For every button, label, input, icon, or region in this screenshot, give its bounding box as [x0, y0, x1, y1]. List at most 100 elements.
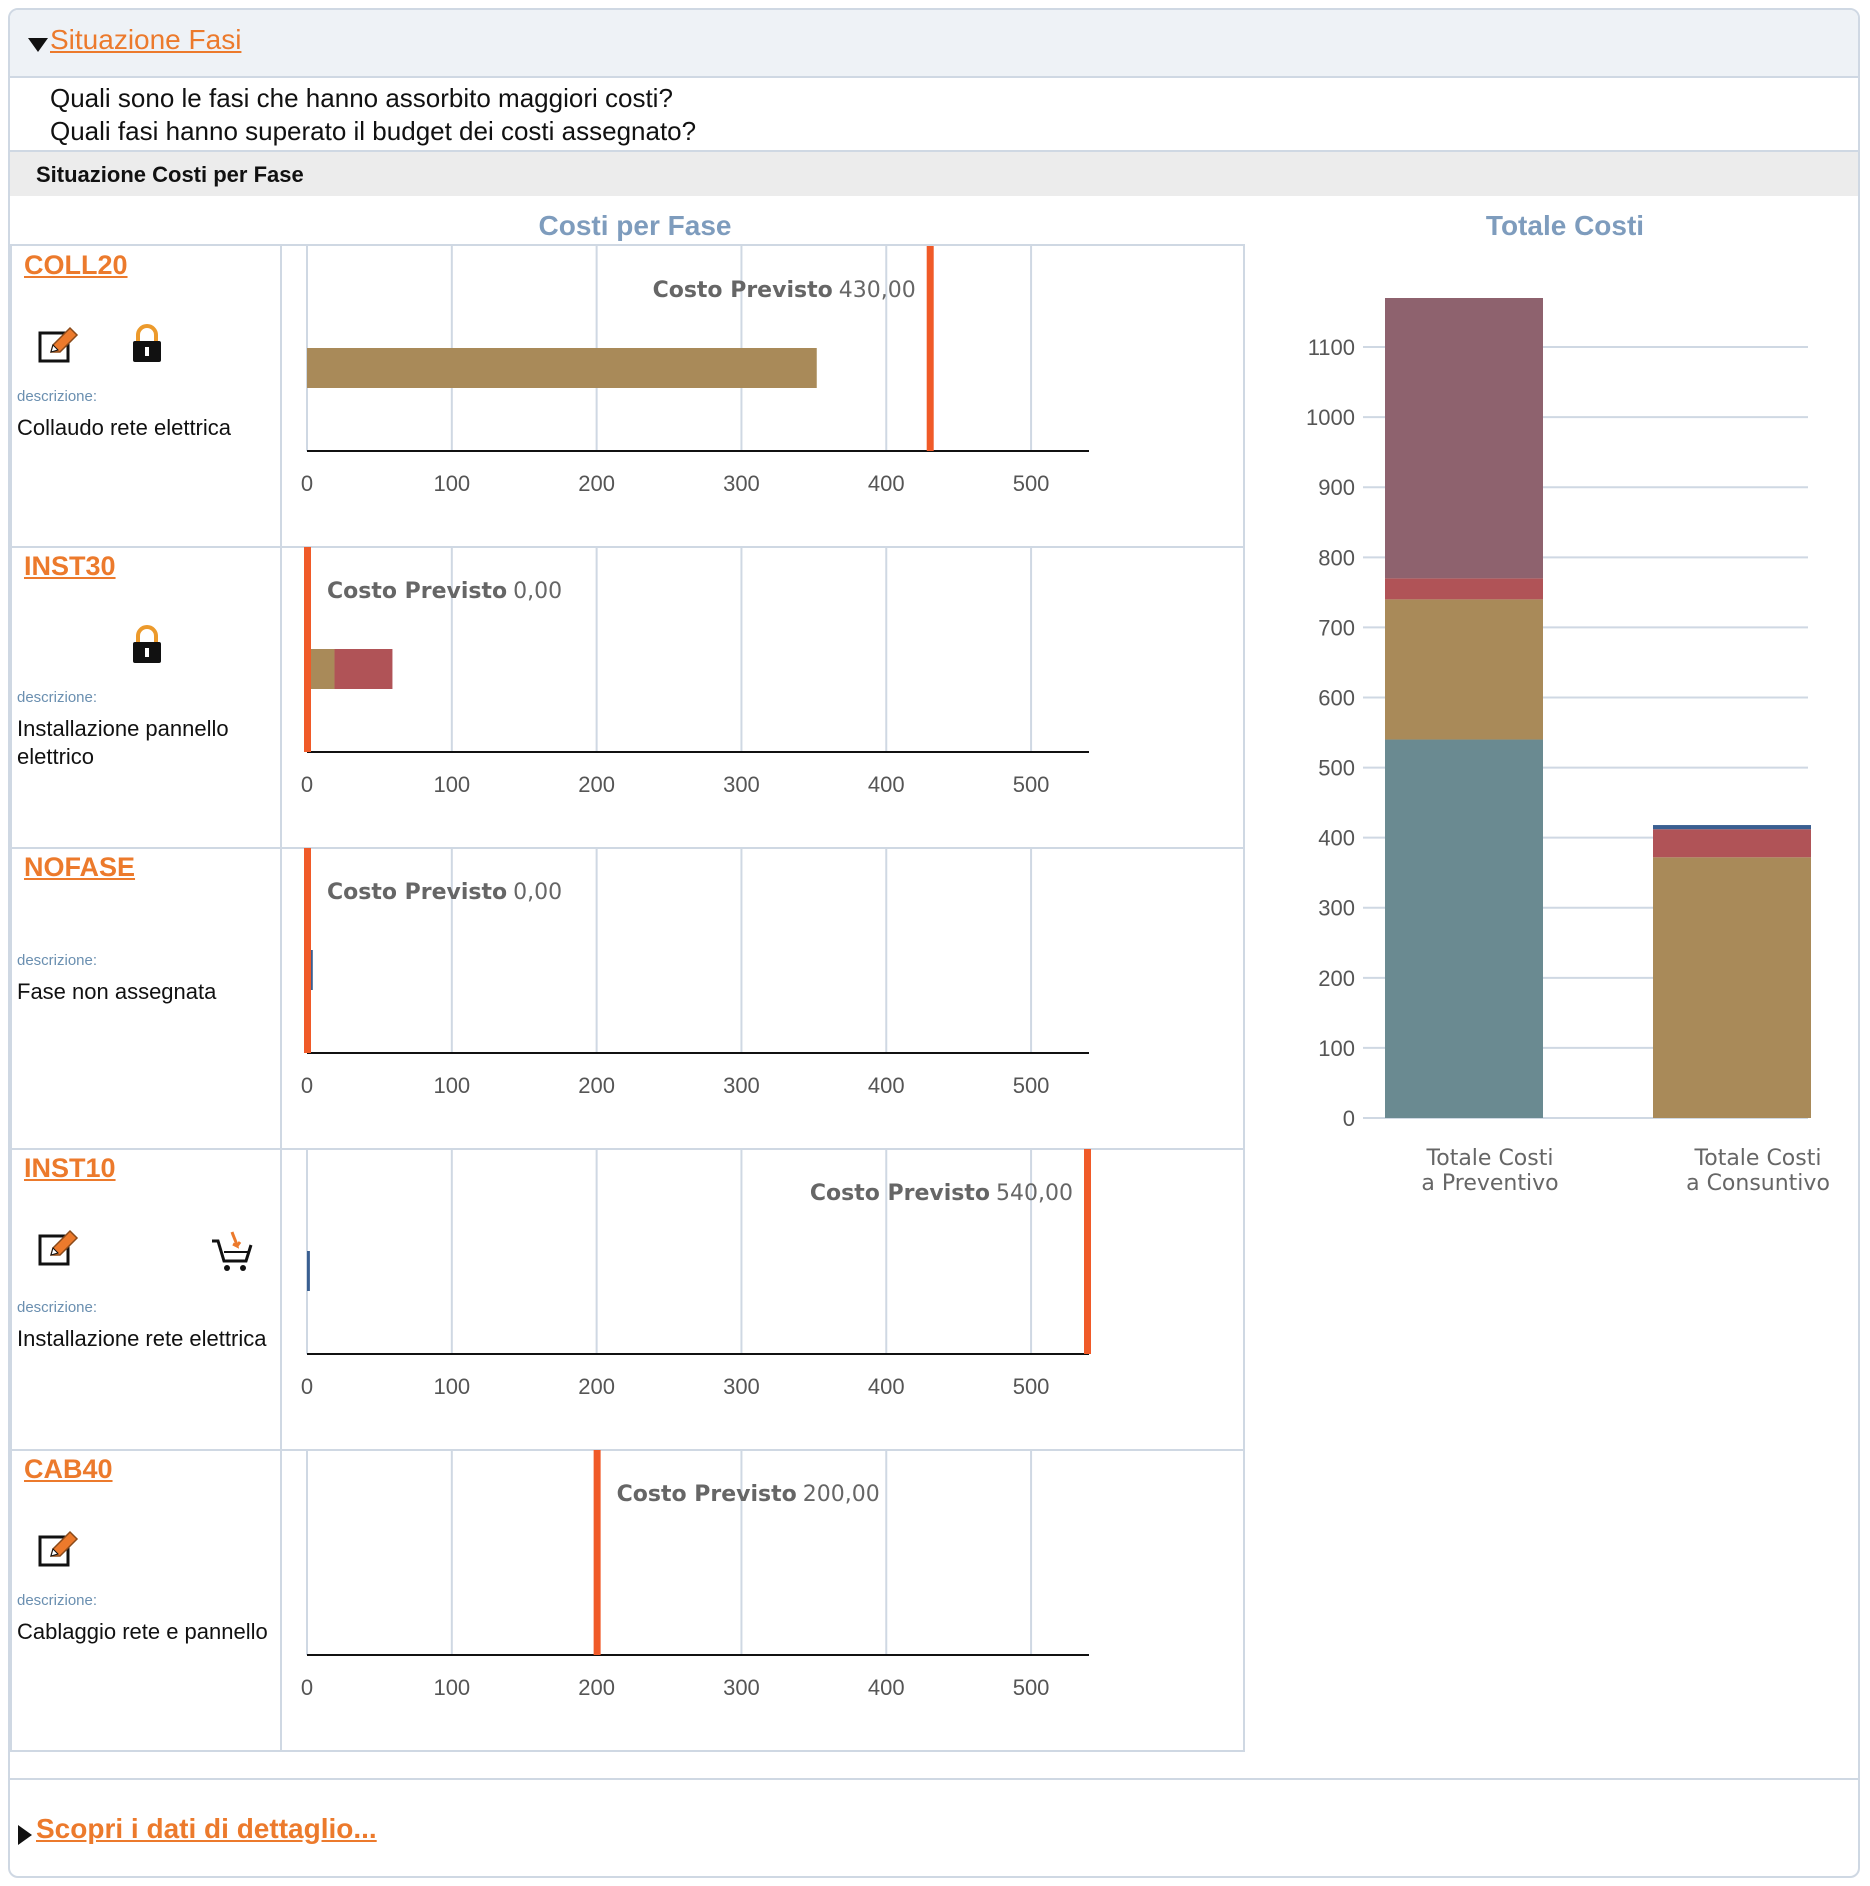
phase-row: NOFASE descrizione: Fase non assegnata 0 100… [12, 848, 1243, 1150]
description-text: Installazione pannello elettrico [17, 716, 229, 769]
detail-link[interactable]: Scopri i dati di dettaglio... [36, 1813, 377, 1844]
phase-code-link[interactable]: CAB40 [24, 1454, 113, 1484]
x-tick-label: 400 [868, 772, 905, 797]
y-tick-label: 1100 [1308, 335, 1355, 360]
cost-bar-segment [307, 1251, 310, 1291]
x-tick-label: 200 [578, 1675, 615, 1700]
budget-label-name: Costo Previsto [327, 880, 507, 905]
x-tick-label: 500 [1013, 772, 1050, 797]
phase-info: COLL20 descrizione: Collaudo rete elettric… [12, 246, 282, 546]
edit-icon[interactable] [37, 324, 81, 366]
question-1: Quali sono le fasi che hanno assorbito m… [50, 83, 673, 113]
x-tick-label: 200 [578, 471, 615, 496]
x-tick-label: 400 [868, 1675, 905, 1700]
x-category-label: Totale Costi [1426, 1146, 1554, 1171]
budget-marker-line [1084, 1149, 1091, 1354]
total-bar-segment [1385, 739, 1543, 1118]
phase-row: CAB40 descrizione: Cablaggio rete e pannel… [12, 1450, 1243, 1752]
y-tick-label: 400 [1318, 826, 1355, 851]
section-bar: Situazione Costi per Fase [10, 152, 1858, 196]
phase-row: INST10 descrizione: Installazione rete ele… [12, 1149, 1243, 1451]
budget-marker-line [304, 547, 311, 752]
cost-bar-segment [334, 649, 393, 689]
totale-costi-title: Totale Costi [1485, 210, 1645, 241]
situazione-fasi-panel: Situazione Fasi Quali sono le fasi che h… [8, 8, 1860, 1878]
cart-icon[interactable] [210, 1229, 254, 1273]
budget-label-value: 0,00 [513, 579, 562, 604]
budget-label-name: Costo Previsto [810, 1181, 990, 1206]
budget-label-value: 0,00 [513, 880, 562, 905]
x-tick-label: 400 [868, 1073, 905, 1098]
x-tick-label: 300 [723, 1073, 760, 1098]
phase-table: COLL20 descrizione: Collaudo rete elettric… [10, 244, 1245, 1752]
x-tick-label: 0 [301, 1675, 313, 1700]
x-category-label: a Preventivo [1421, 1171, 1558, 1196]
y-tick-label: 800 [1318, 545, 1355, 570]
total-bar-segment [1385, 298, 1543, 579]
x-tick-label: 200 [578, 1073, 615, 1098]
cost-bar-segment [307, 649, 335, 689]
y-tick-label: 100 [1318, 1036, 1355, 1061]
x-tick-label: 100 [433, 1675, 470, 1700]
budget-label-value: 540,00 [996, 1181, 1073, 1206]
budget-label-name: Costo Previsto [653, 278, 833, 303]
divider [10, 1778, 1858, 1780]
total-bar-segment [1653, 829, 1811, 858]
cost-bar-segment [307, 348, 817, 388]
x-category-label: Totale Costi [1694, 1146, 1822, 1171]
description-text: Cablaggio rete e pannello [17, 1619, 268, 1644]
y-tick-label: 200 [1318, 966, 1355, 991]
total-bar-segment [1385, 578, 1543, 600]
x-tick-label: 500 [1013, 1374, 1050, 1399]
budget-label-value: 200,00 [803, 1482, 880, 1507]
budget-label-value: 430,00 [839, 278, 916, 303]
budget-label: Costo Previsto 200,00 [617, 1482, 880, 1507]
budget-label-name: Costo Previsto [327, 579, 507, 604]
total-bar-segment [1385, 599, 1543, 740]
expand-triangle-icon[interactable] [18, 1825, 32, 1845]
phase-code-link[interactable]: COLL20 [24, 250, 128, 280]
x-tick-label: 500 [1013, 1675, 1050, 1700]
budget-label: Costo Previsto 0,00 [327, 579, 562, 604]
description-label: descrizione: [17, 388, 98, 405]
phase-info: INST10 descrizione: Installazione rete ele… [12, 1149, 282, 1449]
phase-code-link[interactable]: INST30 [24, 551, 116, 581]
x-tick-label: 400 [868, 1374, 905, 1399]
y-tick-label: 500 [1318, 756, 1355, 781]
description-label: descrizione: [17, 1299, 98, 1316]
phase-code-link[interactable]: INST10 [24, 1153, 116, 1183]
x-tick-label: 300 [723, 1374, 760, 1399]
questions: Quali sono le fasi che hanno assorbito m… [50, 82, 696, 148]
phase-cost-chart: 0 100 200 300 400 500 Costo Previsto 430,00 [301, 246, 1089, 496]
x-tick-label: 0 [301, 772, 313, 797]
description-label: descrizione: [17, 1592, 98, 1609]
x-tick-label: 100 [433, 1374, 470, 1399]
phase-info: CAB40 descrizione: Cablaggio rete e pannel… [12, 1450, 282, 1752]
phase-cost-chart: 0 100 200 300 400 500 Costo Previsto 0,00 [301, 547, 1089, 797]
y-tick-label: 300 [1318, 896, 1355, 921]
collapse-triangle-icon[interactable] [28, 38, 48, 52]
x-tick-label: 100 [433, 772, 470, 797]
x-category-label: a Consuntivo [1686, 1171, 1830, 1196]
edit-icon[interactable] [37, 1528, 81, 1570]
budget-label: Costo Previsto 430,00 [653, 278, 916, 303]
budget-marker-line [926, 246, 934, 451]
budget-marker-line [304, 848, 311, 1053]
y-tick-label: 1000 [1306, 405, 1355, 430]
total-bar-segment [1653, 857, 1811, 1118]
phase-row: INST30 descrizione: Installazione pannello… [12, 547, 1243, 849]
x-tick-label: 300 [723, 1675, 760, 1700]
x-tick-label: 300 [723, 772, 760, 797]
edit-icon[interactable] [37, 1227, 81, 1269]
description-text: Collaudo rete elettrica [17, 415, 232, 440]
panel-title-link[interactable]: Situazione Fasi [50, 24, 242, 55]
y-tick-label: 900 [1318, 475, 1355, 500]
phase-code-link[interactable]: NOFASE [24, 852, 136, 882]
x-tick-label: 0 [301, 1374, 313, 1399]
phase-info: INST30 descrizione: Installazione pannello… [12, 547, 282, 847]
x-tick-label: 400 [868, 471, 905, 496]
x-tick-label: 200 [578, 772, 615, 797]
x-tick-label: 100 [433, 1073, 470, 1098]
y-tick-label: 600 [1318, 685, 1355, 710]
total-bar-segment [1653, 825, 1811, 830]
